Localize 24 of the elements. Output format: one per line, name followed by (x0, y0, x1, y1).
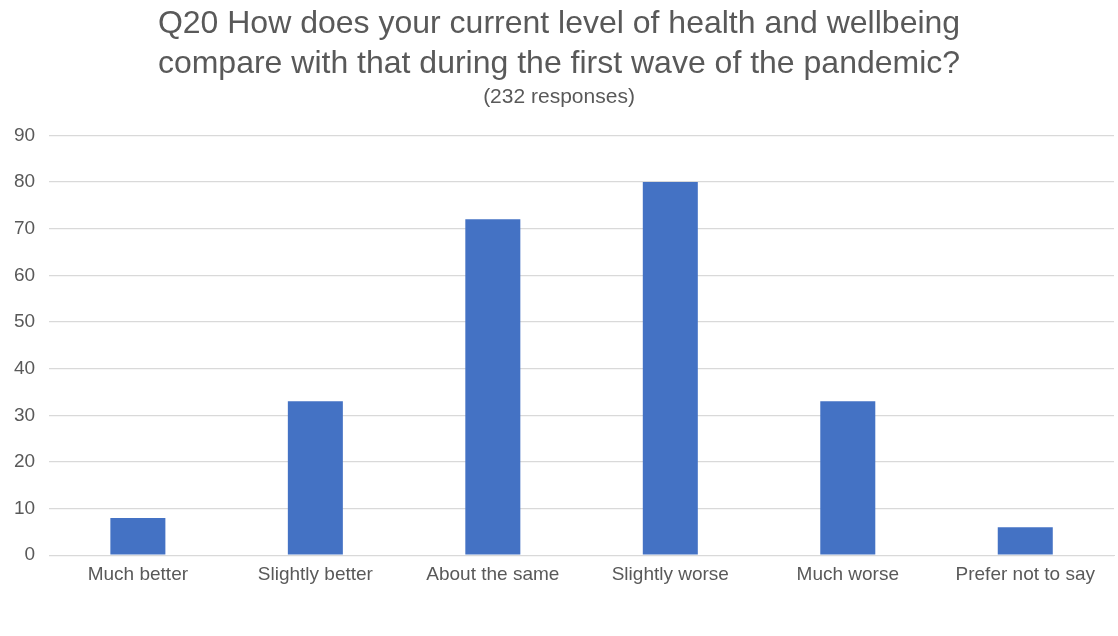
x-tick-label: Much better (87, 562, 189, 584)
x-tick-label: Slightly better (257, 562, 374, 584)
chart-title: Q20 How does your current level of health and wellbeing compare with that during the first wave of the pandemic? (156, 3, 962, 82)
y-tick-label: 30 (13, 403, 36, 425)
y-tick-label: 40 (13, 356, 36, 378)
bar (465, 219, 521, 555)
y-tick-label: 90 (13, 123, 36, 145)
chart-subtitle: (232 responses) (482, 83, 636, 109)
y-tick-label: 50 (13, 310, 36, 332)
y-tick-label: 80 (13, 170, 36, 192)
x-tick-label: Slightly worse (611, 562, 729, 584)
y-tick-label: 60 (13, 263, 36, 285)
y-tick-label: 20 (13, 450, 36, 472)
bar (287, 401, 343, 555)
bar (642, 182, 698, 555)
y-tick-label: 70 (13, 216, 36, 238)
y-tick-label: 10 (13, 496, 36, 518)
x-tick-label: Much worse (796, 562, 899, 584)
bar (820, 401, 876, 555)
x-tick-label: About the same (426, 562, 560, 584)
bar (110, 517, 166, 555)
bar (997, 527, 1053, 555)
y-tick-label: 0 (24, 543, 36, 565)
x-tick-label: Prefer not to say (955, 562, 1096, 584)
